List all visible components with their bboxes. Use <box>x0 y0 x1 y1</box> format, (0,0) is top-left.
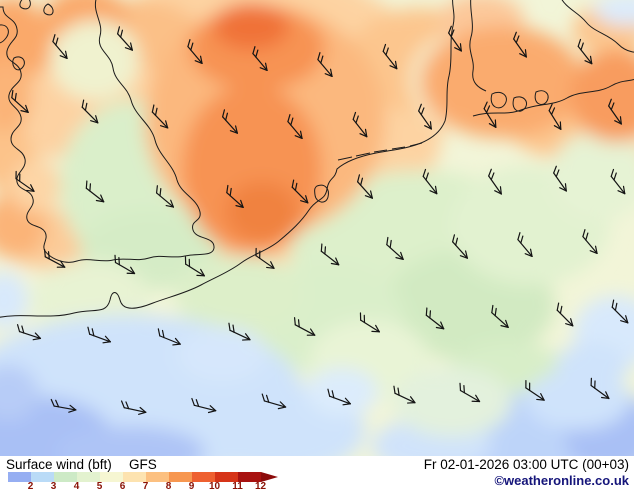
legend-tick: 10 <box>208 481 221 490</box>
model-label: GFS <box>129 457 157 472</box>
legend-tick: 4 <box>73 481 80 490</box>
legend-cell <box>192 472 215 482</box>
legend-tick: 3 <box>50 481 57 490</box>
weather-map <box>0 0 634 456</box>
map-footer: Surface wind (bft) GFS Fr 02-01-2026 03:… <box>0 456 634 490</box>
legend-bar <box>8 472 278 482</box>
legend-tick: 8 <box>165 481 172 490</box>
legend-tick: 5 <box>96 481 103 490</box>
legend-cell <box>123 472 146 482</box>
legend-tick: 2 <box>27 481 34 490</box>
legend-tick: 12 <box>254 481 267 490</box>
legend-cell <box>54 472 77 482</box>
legend-tick: 7 <box>142 481 149 490</box>
legend-tick: 9 <box>188 481 195 490</box>
legend-cell <box>8 472 31 482</box>
legend-ticks: 2 3 4 5 6 7 8 9 10 11 12 <box>19 481 272 490</box>
legend-arrow-icon <box>261 472 278 482</box>
parameter-label: Surface wind (bft) <box>6 457 112 472</box>
legend-tick: 11 <box>232 481 243 490</box>
legend-cell <box>31 472 54 482</box>
wind-speed-shading-layer <box>0 0 634 456</box>
legend-cell <box>215 472 238 482</box>
legend-cell <box>77 472 100 482</box>
coastlines-layer <box>0 0 634 318</box>
valid-time-label: Fr 02-01-2026 03:00 UTC (00+03) <box>423 457 629 472</box>
copyright-label: ©weatheronline.co.uk <box>494 473 629 488</box>
legend-cells <box>8 472 261 482</box>
legend-tick: 6 <box>119 481 126 490</box>
legend-cell <box>146 472 169 482</box>
legend-cell <box>238 472 261 482</box>
legend-cell <box>169 472 192 482</box>
legend-cell <box>100 472 123 482</box>
